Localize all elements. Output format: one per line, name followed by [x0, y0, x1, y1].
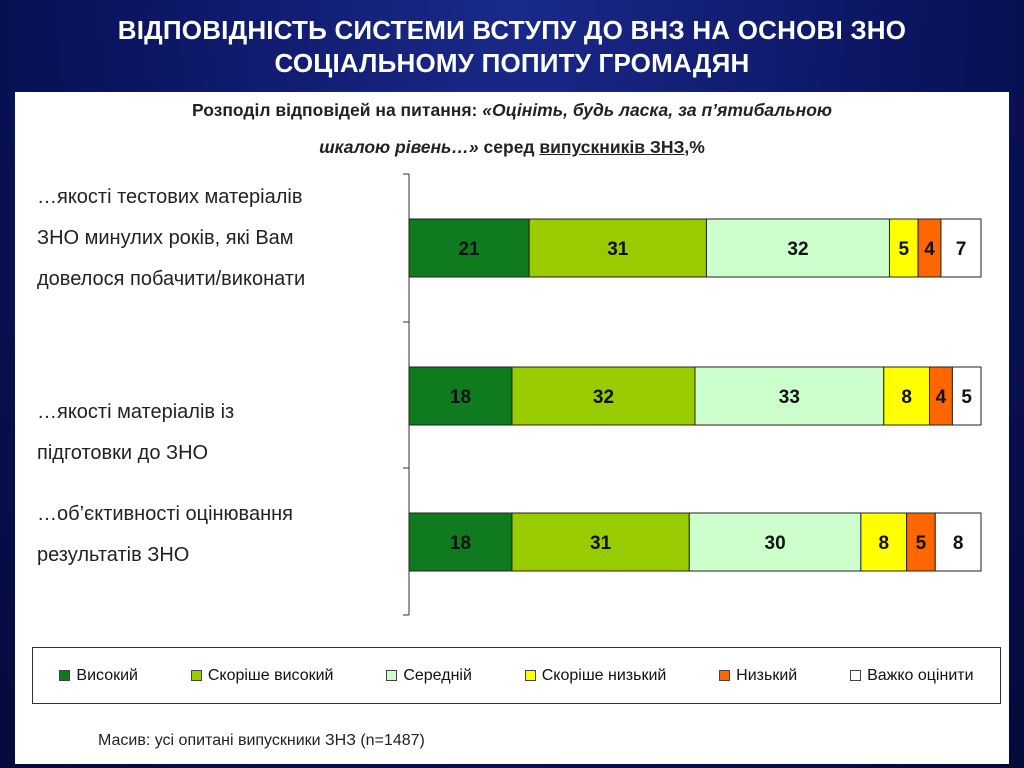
- chart-title: Розподіл відповідей на питання: «Оцініть…: [15, 92, 1009, 166]
- category-label-line: …якості матеріалів із: [37, 401, 235, 423]
- chart-panel: Розподіл відповідей на питання: «Оцініть…: [15, 92, 1009, 764]
- legend-label: Скоріше низький: [541, 666, 667, 684]
- data-label: 33: [779, 387, 800, 408]
- bar-segment: [951, 366, 982, 426]
- legend-label: Низький: [736, 666, 798, 684]
- bar-segment: [511, 512, 690, 572]
- legend-swatch: [386, 670, 398, 681]
- data-label: 8: [953, 533, 964, 554]
- chart-legend: Високий Скоріше високий Середній Скоріше ни…: [32, 647, 1001, 704]
- sample-footnote: Масив: усі опитані випускники ЗНЗ (n=148…: [98, 732, 425, 749]
- bar-segment: [883, 366, 931, 426]
- chart-title-plain-2: серед: [478, 137, 540, 157]
- data-label: 31: [607, 239, 629, 260]
- chart-title-underlined: випускників ЗНЗ: [539, 137, 685, 157]
- data-label: 5: [898, 239, 909, 260]
- legend-item: Низький: [719, 667, 797, 685]
- data-label: 5: [916, 533, 927, 554]
- category-label: …об’єктивності оцінювання результатів ЗНО: [37, 494, 387, 576]
- legend-label: Важко оцінити: [867, 666, 974, 684]
- legend-swatch: [850, 670, 862, 681]
- legend-item: Скоріше високий: [190, 666, 334, 685]
- category-label-line: …об’єктивності оцінювання: [37, 503, 293, 525]
- data-label: 8: [901, 387, 912, 408]
- data-label: 31: [590, 533, 612, 554]
- slide-title: ВІДПОВІДНІСТЬ СИСТЕМИ ВСТУПУ ДО ВНЗ НА О…: [0, 14, 1024, 80]
- category-label-line: довелося побачити/виконати: [37, 268, 306, 290]
- chart-title-line2: шкалою рівень…» серед випускників ЗНЗ,%: [15, 129, 1009, 166]
- legend-label: Середній: [403, 666, 472, 684]
- legend-item: Важко оцінити: [850, 666, 974, 685]
- category-label-line: ЗНО минулих років, які Вам: [37, 227, 294, 249]
- chart-title-line1: Розподіл відповідей на питання: «Оцініть…: [15, 92, 1009, 129]
- legend-item: Скоріше низький: [524, 666, 667, 685]
- chart-title-plain: Розподіл відповідей на питання:: [191, 100, 483, 120]
- bar-segment: [511, 366, 696, 426]
- bar-segment: [906, 512, 936, 572]
- category-label: …якості матеріалів із підготовки до ЗНО: [37, 392, 387, 474]
- data-label: 4: [924, 239, 935, 260]
- legend-swatch: [524, 670, 536, 681]
- legend-item: Середній: [386, 667, 472, 685]
- category-label: …якості тестових матеріалів ЗНО минулих р…: [37, 177, 387, 300]
- legend-swatch: [59, 670, 71, 681]
- bar-segment: [694, 366, 885, 426]
- stacked-bar-chart: 21 31 32 5 4 718 32 33 8 4 518 31 30 8 5 8: [403, 173, 982, 616]
- category-label-line: підготовки до ЗНО: [37, 442, 209, 464]
- chart-title-italic: «Оцініть, будь ласка, за п’ятибальною: [482, 100, 833, 120]
- data-label: 4: [936, 387, 947, 408]
- slide-title-line1: ВІДПОВІДНІСТЬ СИСТЕМИ ВСТУПУ ДО ВНЗ НА О…: [117, 15, 907, 45]
- bar-segment: [408, 218, 530, 278]
- legend-swatch: [190, 670, 202, 681]
- bar-segment: [408, 366, 513, 426]
- data-label: 7: [956, 239, 967, 260]
- category-label-line: результатів ЗНО: [37, 544, 190, 566]
- chart-title-suffix: ,%: [684, 137, 705, 157]
- data-label: 32: [593, 387, 614, 408]
- category-label-line: …якості тестових матеріалів: [37, 186, 303, 208]
- bar-segment: [688, 512, 862, 572]
- data-label: 18: [450, 387, 471, 408]
- bar-segment: [528, 218, 707, 278]
- data-label: 32: [787, 239, 808, 260]
- slide-title-line2: СОЦІАЛЬНОМУ ПОПИТУ ГРОМАДЯН: [274, 48, 750, 78]
- data-label: 30: [765, 533, 786, 554]
- legend-label: Скоріше високий: [207, 666, 334, 684]
- legend-item: Високий: [59, 667, 138, 685]
- bar-segment: [860, 512, 908, 572]
- data-label: 5: [961, 387, 972, 408]
- legend-label: Високий: [76, 666, 138, 684]
- data-label: 18: [450, 533, 471, 554]
- bar-segment: [408, 512, 513, 572]
- data-label: 8: [878, 533, 889, 554]
- legend-swatch: [719, 670, 731, 681]
- bar-segment: [888, 218, 919, 278]
- bar-segment: [940, 218, 982, 278]
- data-label: 21: [458, 239, 480, 260]
- chart-title-italic-2: шкалою рівень…»: [319, 137, 479, 157]
- bar-segment: [934, 512, 982, 572]
